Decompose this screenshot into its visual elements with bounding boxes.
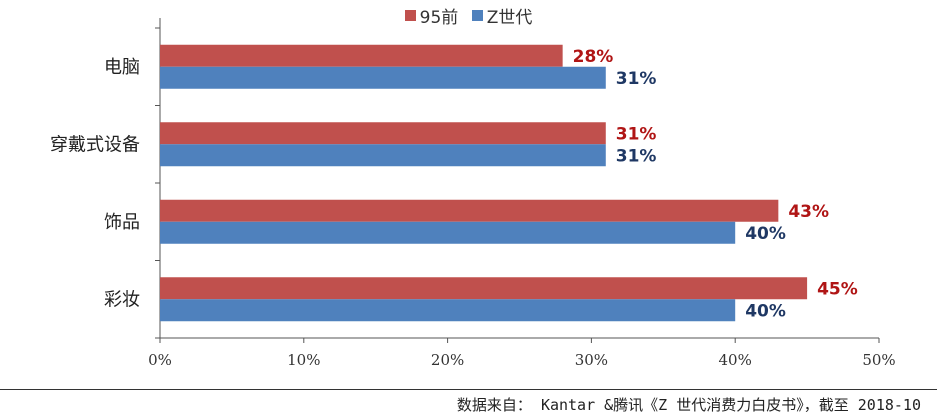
data-label: 31% [616,124,657,144]
category-label: 彩妆 [104,289,140,310]
x-tick-label: 30% [575,351,608,369]
bar-95 [160,44,563,67]
x-tick-label: 0% [148,351,172,369]
category-label: 穿戴式设备 [50,134,140,155]
data-label: 40% [745,301,786,321]
legend-item-gen-z: Z世代 [471,3,533,28]
x-tick-label: 20% [431,351,464,369]
legend-item-95: 95前 [404,3,459,28]
bar-95 [160,122,606,145]
legend-swatch-gen-z [471,10,483,21]
bar-gen-z [160,299,736,322]
category-label: 饰品 [104,212,140,233]
x-tick-label: 40% [719,351,752,369]
x-tick-label: 10% [287,351,320,369]
bar-95 [160,199,779,222]
category-label: 电脑 [104,57,140,78]
bar-95 [160,277,808,300]
data-label: 31% [616,69,657,89]
bar-gen-z [160,144,606,167]
bar-gen-z [160,221,736,244]
footer-rule [0,389,937,390]
data-label: 31% [616,146,657,166]
x-tick-label: 50% [862,351,895,369]
bar-gen-z [160,66,606,89]
source-note: 数据来自： Kantar &腾讯《Z 世代消费力白皮书》，截至 2018-10 [456,396,921,414]
bar-chart: 0% 10% 20% 30% 40% 50%电脑 28%31%穿戴式设备 31%31%饰品 43… [50,18,896,369]
legend-label-95: 95前 [419,8,459,28]
legend-swatch-95 [404,10,416,21]
legend-label-gen-z: Z世代 [486,8,533,28]
data-label: 28% [573,47,614,67]
data-label: 45% [817,279,858,299]
data-label: 43% [788,202,829,222]
chart-legend: 95前 Z世代 [0,3,937,28]
data-label: 40% [745,224,786,244]
